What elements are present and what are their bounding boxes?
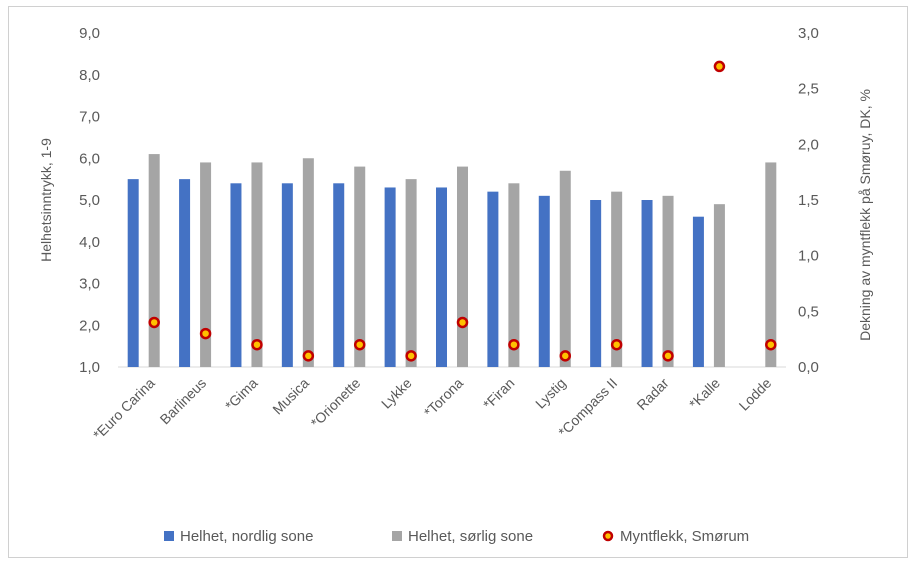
right-tick-label: 2,0 <box>798 136 819 153</box>
bar-sorlig-4 <box>354 166 366 367</box>
category-label: *Torona <box>421 375 467 421</box>
category-label: *Firan <box>480 375 518 413</box>
right-axis-title: Dekning av myntflekk på Smøruy, DK, % <box>857 89 873 341</box>
bar-sorlig-9 <box>611 191 623 367</box>
right-tick-label: 3,0 <box>798 25 819 42</box>
bar-sorlig-3 <box>302 158 314 367</box>
marker-myntflekk-0 <box>148 316 160 329</box>
left-axis-ticks: 1,0 2,0 3,0 4,0 5,0 6,0 7,0 8,0 9,0 <box>79 25 100 376</box>
category-label: *Orionette <box>307 375 363 431</box>
marker-myntflekk-5 <box>405 350 417 362</box>
category-label: *Euro Carina <box>90 375 158 443</box>
bar-sorlig-10 <box>662 195 674 367</box>
left-tick-label: 2,0 <box>79 317 100 334</box>
bar-sorlig-5 <box>405 179 417 367</box>
bar-nordlig-4 <box>333 183 345 367</box>
right-tick-label: 1,5 <box>798 192 819 209</box>
marker-myntflekk-10 <box>662 350 674 362</box>
category-label: *Gima <box>222 375 261 414</box>
marker-myntflekk-9 <box>610 338 623 351</box>
left-axis-title: Helhetsinntrykk, 1-9 <box>38 138 54 262</box>
bar-nordlig-7 <box>487 191 499 367</box>
bar-nordlig-8 <box>538 195 550 367</box>
marker-myntflekk-12 <box>765 338 777 351</box>
category-label: Lykke <box>378 375 415 412</box>
bar-sorlig-7 <box>508 183 520 367</box>
left-tick-label: 5,0 <box>79 192 100 209</box>
bar-nordlig-1 <box>179 179 191 367</box>
marker-myntflekk-4 <box>353 338 366 351</box>
bar-sorlig-11 <box>713 204 725 367</box>
marker-myntflekk-2 <box>251 338 263 351</box>
legend-marker-myntflekk <box>602 530 614 542</box>
bar-sorlig-1 <box>200 162 212 367</box>
bar-nordlig-2 <box>230 183 242 367</box>
marker-myntflekk-6 <box>456 316 469 329</box>
left-tick-label: 3,0 <box>79 276 100 293</box>
legend[interactable]: Helhet, nordlig sone Helhet, sørlig sone… <box>164 528 749 545</box>
bar-nordlig-3 <box>281 183 293 367</box>
right-tick-label: 2,5 <box>798 81 819 98</box>
category-label: Radar <box>633 375 672 414</box>
bar-sorlig-12 <box>765 162 777 367</box>
bar-nordlig-9 <box>590 200 602 367</box>
right-tick-label: 0,0 <box>798 359 819 376</box>
bar-sorlig-6 <box>457 166 468 367</box>
bar-nordlig-5 <box>384 187 396 367</box>
right-tick-label: 0,5 <box>798 303 819 320</box>
bars <box>127 154 777 367</box>
legend-swatch-nordlig <box>164 531 174 541</box>
marker-myntflekk-11 <box>713 60 726 73</box>
bar-nordlig-6 <box>436 187 447 367</box>
legend-label-sorlig: Helhet, sørlig sone <box>408 528 533 545</box>
left-tick-label: 4,0 <box>79 234 100 251</box>
category-label: Lystig <box>532 375 569 412</box>
category-label: Musica <box>269 375 312 418</box>
marker-myntflekk-8 <box>559 350 572 362</box>
right-tick-label: 1,0 <box>798 248 819 265</box>
category-label: Barlineus <box>157 375 210 428</box>
bar-nordlig-0 <box>127 179 139 367</box>
bar-sorlig-8 <box>559 170 571 367</box>
left-tick-label: 8,0 <box>79 67 100 84</box>
category-label: Lodde <box>736 375 775 414</box>
bar-sorlig-2 <box>251 162 263 367</box>
marker-myntflekk-3 <box>302 350 315 362</box>
left-tick-label: 9,0 <box>79 25 100 42</box>
left-tick-label: 6,0 <box>79 150 100 167</box>
right-axis-ticks: 0,0 0,5 1,0 1,5 2,0 2,5 3,0 <box>798 25 819 376</box>
markers <box>148 60 777 362</box>
bar-sorlig-0 <box>148 154 160 367</box>
bar-nordlig-11 <box>692 216 704 367</box>
marker-myntflekk-7 <box>508 338 520 351</box>
marker-myntflekk-1 <box>199 327 212 340</box>
legend-label-myntflekk: Myntflekk, Smørum <box>620 528 749 545</box>
category-label: *Kalle <box>686 375 723 412</box>
left-tick-label: 7,0 <box>79 109 100 126</box>
legend-label-nordlig: Helhet, nordlig sone <box>180 528 313 545</box>
legend-swatch-sorlig <box>392 531 402 541</box>
bar-nordlig-10 <box>641 200 653 367</box>
left-tick-label: 1,0 <box>79 359 100 376</box>
